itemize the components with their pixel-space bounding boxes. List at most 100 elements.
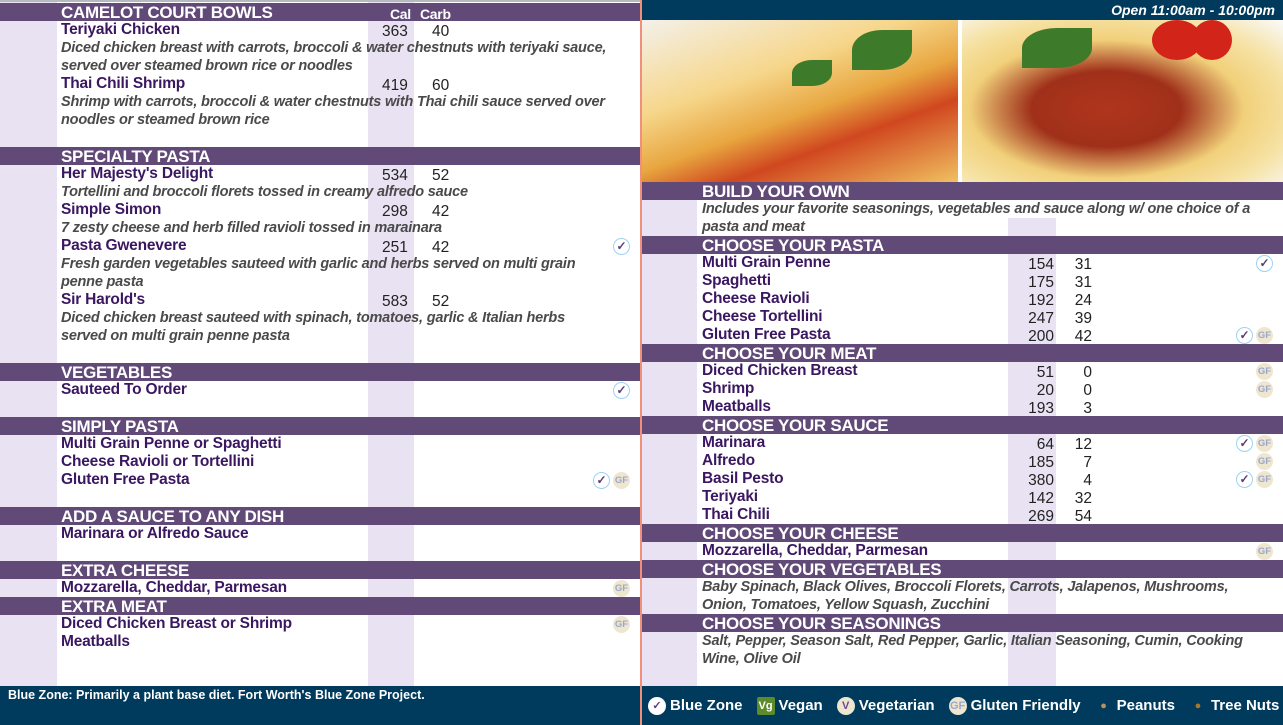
menu-item-name: Thai Chili: [702, 506, 770, 523]
section-header: ADD A SAUCE TO ANY DISH: [0, 507, 640, 526]
menu-item-name: Simple Simon: [61, 201, 162, 218]
description-text: Shrimp with carrots, broccoli & water ch…: [61, 94, 605, 110]
menu-item[interactable]: Thai Chili 269 54: [642, 506, 1283, 525]
section-title: BUILD YOUR OWN: [702, 182, 850, 201]
section-header: BUILD YOUR OWN: [642, 182, 1283, 201]
menu-item[interactable]: Cheese Ravioli 192 24: [642, 290, 1283, 309]
legend-item-gluten-friendly: GF Gluten Friendly: [948, 696, 1081, 715]
menu-item[interactable]: Simple Simon 298 42: [0, 201, 640, 220]
menu-item[interactable]: Mozzarella, Cheddar, Parmesan GF: [0, 579, 640, 597]
carbs-value: 31: [1074, 256, 1092, 273]
carbs-value: 3: [1083, 400, 1092, 417]
menu-item-name: Marinara or Alfredo Sauce: [61, 525, 249, 542]
calories-value: 269: [1028, 508, 1054, 525]
section-header: SIMPLY PASTA: [0, 417, 640, 436]
menu-item-description: penne pasta: [0, 273, 640, 291]
description-text: Diced chicken breast sauteed with spinac…: [61, 310, 565, 326]
legend-label: Blue Zone: [670, 697, 743, 714]
vegan-icon: Vg: [756, 696, 775, 715]
legend-item-peanuts: ● Peanuts: [1095, 697, 1175, 715]
menu-item[interactable]: Diced Chicken Breast or Shrimp GF: [0, 615, 640, 633]
menu-item[interactable]: Thai Chili Shrimp 419 60: [0, 75, 640, 94]
menu-item[interactable]: Meatballs: [0, 633, 640, 651]
menu-item[interactable]: Mozzarella, Cheddar, Parmesan GF: [642, 542, 1283, 560]
carbs-value: 42: [1074, 328, 1092, 345]
calories-value: 298: [382, 203, 408, 220]
menu-item[interactable]: Teriyaki Chicken 363 40: [0, 21, 640, 40]
section-header: CHOOSE YOUR CHEESE: [642, 524, 1283, 543]
menu-item[interactable]: Shrimp 20 0 GF: [642, 380, 1283, 399]
menu-item[interactable]: Marinara or Alfredo Sauce: [0, 525, 640, 543]
menu-item[interactable]: Cheese Ravioli or Tortellini: [0, 453, 640, 471]
legend-label: Vegetarian: [858, 697, 935, 714]
basil-leaf: [792, 60, 832, 86]
menu-item-description: Diced chicken breast with carrots, brocc…: [0, 39, 640, 57]
menu-item[interactable]: Alfredo 185 7 GF: [642, 452, 1283, 471]
spacer: [0, 489, 640, 507]
legend: ✓ Blue Zone Vg Vegan V Vegetarian GF Gluten Fri…: [642, 686, 1283, 725]
menu-item-description: served over steamed brown rice or noodle…: [0, 57, 640, 75]
carbs-value: 7: [1083, 454, 1092, 471]
spacer: [0, 345, 640, 363]
menu-item-name: Shrimp: [702, 380, 755, 397]
section-title: CHOOSE YOUR SEASONINGS: [702, 614, 941, 633]
carbs-value: 39: [1074, 310, 1092, 327]
menu-item-name: Thai Chili Shrimp: [61, 75, 186, 92]
panel-divider: [640, 0, 642, 725]
menu-item[interactable]: Cheese Tortellini 247 39: [642, 308, 1283, 327]
menu-item[interactable]: Multi Grain Penne 154 31 ✓: [642, 254, 1283, 273]
carbs-value: 54: [1074, 508, 1092, 525]
description-text: Tortellini and broccoli florets tossed i…: [61, 184, 468, 200]
section-description-line: Salt, Pepper, Season Salt, Red Pepper, G…: [642, 632, 1283, 650]
menu-item[interactable]: Spaghetti 175 31: [642, 272, 1283, 291]
gluten-friendly-icon: GF: [1256, 381, 1273, 398]
menu-item[interactable]: Basil Pesto 380 4 ✓ GF: [642, 470, 1283, 489]
menu-item-name: Gluten Free Pasta: [61, 471, 190, 488]
spacer: [0, 129, 640, 147]
calories-value: 251: [382, 239, 408, 256]
gluten-friendly-icon: GF: [1256, 435, 1273, 452]
menu-item-description: Diced chicken breast sauteed with spinac…: [0, 309, 640, 327]
legend-item-vegan: Vg Vegan: [756, 696, 823, 715]
dietary-icons: ✓: [613, 238, 630, 255]
gluten-friendly-icon: GF: [613, 472, 630, 489]
build-your-own-area: BUILD YOUR OWN Includes your favorite sea…: [642, 182, 1283, 686]
dietary-icons: GF: [1256, 381, 1273, 398]
menu-item[interactable]: Gluten Free Pasta 200 42 ✓ GF: [642, 326, 1283, 345]
description-text: Diced chicken breast with carrots, brocc…: [61, 40, 607, 56]
description-text: Fresh garden vegetables sauteed with gar…: [61, 256, 576, 272]
calories-value: 363: [382, 23, 408, 40]
menu-item[interactable]: Marinara 64 12 ✓ GF: [642, 434, 1283, 453]
calories-value: 142: [1028, 490, 1054, 507]
penne-pasta-photo: [642, 20, 958, 182]
blue-zone-check-icon: ✓: [613, 382, 630, 399]
legend-label: Vegan: [778, 697, 823, 714]
menu-item[interactable]: Teriyaki 142 32: [642, 488, 1283, 507]
menu-item[interactable]: Diced Chicken Breast 51 0 GF: [642, 362, 1283, 381]
section-header: CHOOSE YOUR MEAT: [642, 344, 1283, 363]
blue-zone-check-icon: ✓: [1236, 435, 1253, 452]
menu-item[interactable]: Sauteed To Order ✓: [0, 381, 640, 399]
legend-item-blue-zone-check: ✓ Blue Zone: [648, 696, 743, 715]
calories-value: 64: [1036, 436, 1054, 453]
carbs-value: 32: [1074, 490, 1092, 507]
menu-item[interactable]: Sir Harold's 583 52: [0, 291, 640, 310]
gluten-friendly-icon: GF: [1256, 453, 1273, 470]
menu-item[interactable]: Pasta Gwenevere 251 42 ✓: [0, 237, 640, 256]
menu-item[interactable]: Gluten Free Pasta ✓ GF: [0, 471, 640, 489]
menu-item-name: Spaghetti: [702, 272, 771, 289]
menu-item[interactable]: Multi Grain Penne or Spaghetti: [0, 435, 640, 453]
calories-value: 154: [1028, 256, 1054, 273]
menu-item[interactable]: Meatballs 193 3: [642, 398, 1283, 417]
blue-zone-check-icon: ✓: [593, 472, 610, 489]
calories-value: 51: [1036, 364, 1054, 381]
section-header: SPECIALTY PASTA: [0, 147, 640, 166]
calories-value: 534: [382, 167, 408, 184]
menu-item[interactable]: Her Majesty's Delight 534 52: [0, 165, 640, 184]
menu-item-name: Alfredo: [702, 452, 755, 469]
section-description-line: pasta and meat: [642, 218, 1283, 236]
menu-item-name: Marinara: [702, 434, 766, 451]
section-description-line: Onion, Tomatoes, Yellow Squash, Zucchini: [642, 596, 1283, 614]
blue-zone-check-icon: ✓: [1236, 327, 1253, 344]
section-title: EXTRA CHEESE: [61, 561, 190, 580]
